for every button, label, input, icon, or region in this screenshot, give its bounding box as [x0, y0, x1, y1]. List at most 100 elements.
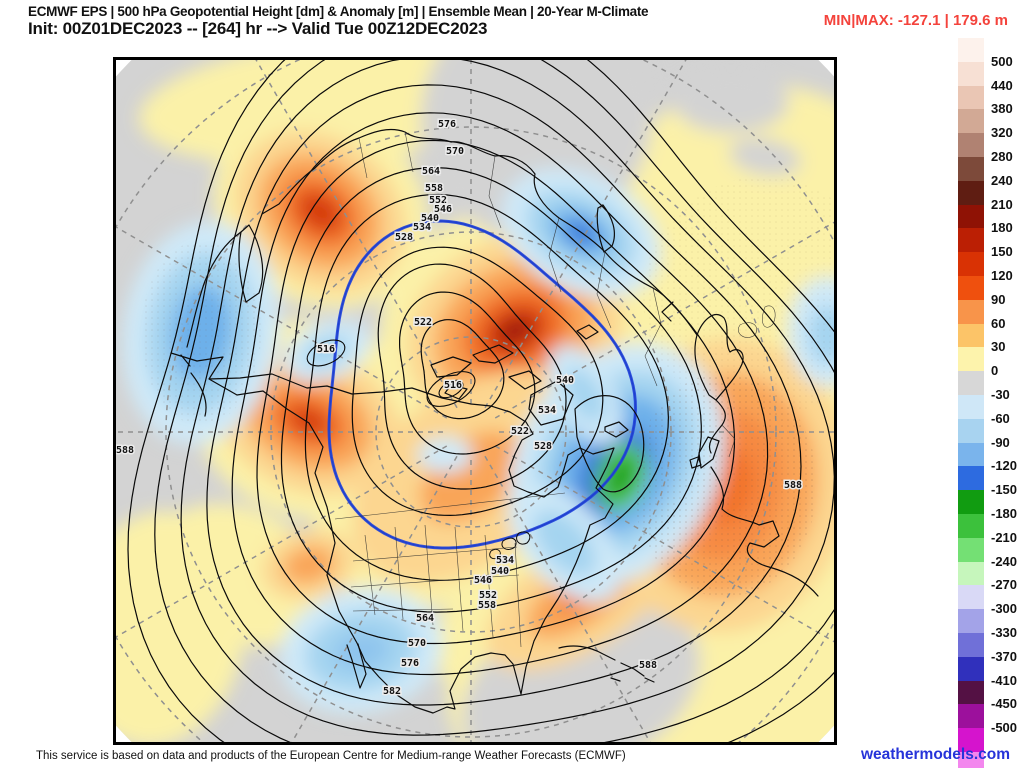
contour-label: 546: [474, 575, 492, 586]
colorbar-band: [958, 276, 984, 300]
contour-label-layer: 5765705645585525465405345285225165165225…: [114, 118, 803, 699]
contour-label: 588: [639, 660, 657, 671]
contour-label: 576: [438, 119, 456, 130]
colorbar-band: [958, 204, 984, 229]
colorbar-tick-label: 380: [991, 101, 1013, 117]
contour-label: 534: [496, 555, 514, 566]
novaya-zemlya-coast: [596, 204, 615, 253]
colorbar-tick-label: 320: [991, 125, 1013, 141]
colorbar-tick-label: 440: [991, 77, 1013, 93]
colorbar-band: [958, 561, 984, 586]
contour-label: 540: [491, 566, 509, 577]
colorbar-tick-label: -330: [991, 625, 1018, 640]
colorbar-band: [958, 371, 984, 395]
attribution-text: This service is based on data and produc…: [36, 750, 626, 762]
minmax-readout: MIN|MAX: -127.1 | 179.6 m: [823, 12, 1008, 29]
kamchatka-coast: [238, 224, 264, 303]
scandinavia-coast: [694, 314, 744, 401]
chart-title: ECMWF EPS | 500 hPa Geopotential Height …: [28, 4, 649, 19]
contour-label: 516: [444, 380, 462, 391]
contour-label: 546: [434, 204, 452, 215]
colorbar-band: [958, 418, 984, 443]
colorbar-band: [958, 252, 984, 276]
colorbar-band: [958, 490, 984, 514]
colorbar-band: [958, 728, 984, 752]
us-state-borders: [334, 492, 566, 648]
contour-label: 588: [784, 480, 802, 491]
north-america-coast: [170, 352, 615, 714]
colorbar-band: [958, 633, 984, 657]
colorbar-tick-label: 240: [991, 172, 1013, 188]
brand-link[interactable]: weathermodels.com: [860, 746, 1010, 763]
anomaly-colorbar: 500 440 380 320 280 240 210 180 150 120 90 60 30 0 -30…: [958, 38, 1022, 768]
colorbar-tick-label: -300: [991, 601, 1018, 617]
colorbar-tick-label: -90: [991, 434, 1010, 450]
contour-label: 540: [421, 213, 439, 224]
contour-label: 582: [383, 686, 401, 697]
colorbar-tick-label: -270: [991, 577, 1018, 593]
contour-label: 516: [317, 344, 335, 355]
map-frame: [113, 57, 837, 745]
colorbar-band: [958, 38, 984, 62]
contour-label: 552: [479, 590, 497, 601]
chart-init-valid-line: Init: 00Z01DEC2023 -- [264] hr --> Valid…: [28, 19, 488, 38]
contour-label: 534: [413, 222, 431, 233]
colorbar-tick-label: 60: [991, 315, 1006, 331]
colorbar-tick-label: -30: [991, 387, 1010, 402]
contour-label: 540: [556, 375, 574, 386]
colorbar-band: [958, 704, 984, 729]
colorbar-band: [958, 323, 984, 348]
colorbar-band: [958, 442, 984, 467]
colorbar-tick-label: 150: [991, 244, 1013, 260]
contour-label: 588: [116, 445, 134, 456]
colorbar-band: [958, 466, 984, 491]
colorbar-tick-label: -210: [991, 529, 1018, 545]
british-isles-coast: [689, 436, 720, 469]
colorbar-band: [958, 514, 984, 538]
colorbar-band: [958, 228, 984, 253]
colorbar-tick-label: -370: [991, 648, 1018, 664]
colorbar-band: [958, 680, 984, 705]
contour-label: 570: [408, 638, 426, 649]
colorbar-tick-label: 120: [991, 268, 1013, 283]
colorbar-tick-label: 30: [991, 339, 1006, 355]
iceland-coast: [604, 421, 629, 438]
contour-label: 564: [416, 613, 434, 624]
contour-label: 528: [534, 441, 552, 452]
colorbar-tick-label: 90: [991, 291, 1006, 307]
political-borders: [334, 131, 776, 648]
arctic-islands: [430, 344, 574, 426]
contour-label: 552: [429, 195, 447, 206]
colorbar-tick-label: -410: [991, 672, 1018, 688]
highlight-540-contour: [327, 219, 638, 550]
colorbar-tick-label: -150: [991, 482, 1018, 498]
colorbar-band: [958, 133, 984, 157]
caribbean-islands: [558, 645, 655, 683]
colorbar-tick-label: -500: [991, 720, 1018, 736]
colorbar-band: [958, 609, 984, 633]
colorbar-band: [958, 299, 984, 324]
contour-label: 528: [395, 232, 413, 243]
contour-label: 564: [422, 166, 440, 177]
colorbar-tick-label: 280: [991, 149, 1013, 164]
colorbar-band: [958, 752, 984, 768]
contour-label: 534: [538, 405, 556, 416]
colorbar-tick-label: -180: [991, 506, 1018, 521]
contour-label: 522: [414, 317, 432, 328]
contour-label: 522: [511, 426, 529, 437]
colorbar-tick-label: -240: [991, 553, 1018, 569]
contour-label: 570: [446, 146, 464, 157]
colorbar-tick-label: 180: [991, 220, 1013, 236]
okhotsk-japan-coast: [180, 231, 242, 417]
colorbar-band: [958, 585, 984, 610]
polar-map: 5765705645585525465405345285225165165225…: [0, 0, 959, 768]
colorbar-band: [958, 537, 984, 562]
colorbar-tick-label: -120: [991, 458, 1018, 474]
colorbar-band: [958, 157, 984, 181]
colorbar-band: [958, 656, 984, 681]
greenland-coast: [574, 395, 645, 493]
colorbar-band: [958, 347, 984, 372]
colorbar-band: [958, 109, 984, 134]
colorbar-tick-label: -60: [991, 410, 1010, 426]
